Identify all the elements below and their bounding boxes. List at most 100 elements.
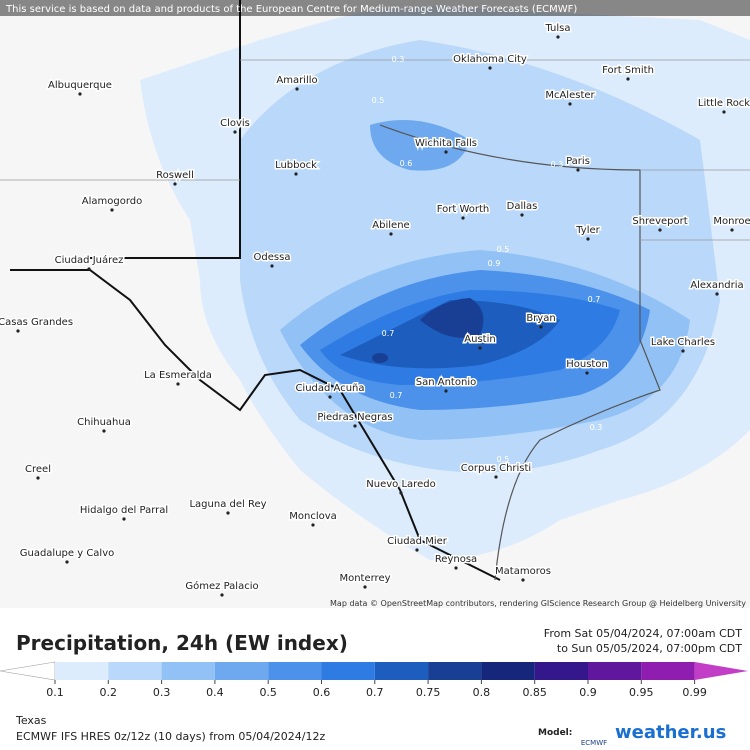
- city-label: San Antonio: [416, 377, 476, 388]
- city-label: Ciudad Juárez: [55, 254, 124, 266]
- colorbar-segment: [641, 662, 695, 680]
- contour-label: 0.5: [497, 455, 510, 464]
- colorbar-segment: [481, 662, 535, 680]
- city-dot: [626, 77, 630, 81]
- city-label: Tulsa: [544, 23, 570, 34]
- city-dot: [586, 237, 590, 241]
- city-label: Laguna del Rey: [189, 499, 266, 510]
- city-label: Dallas: [507, 201, 538, 212]
- contour-label: 0.7: [588, 295, 601, 304]
- city-dot: [444, 389, 448, 393]
- city-dot: [556, 35, 560, 39]
- tick-label: 0.2: [100, 686, 118, 699]
- city-label: Clovis: [220, 118, 250, 129]
- colorbar-segment: [534, 662, 588, 680]
- region: Texas: [15, 714, 47, 727]
- city-label: Monclova: [289, 511, 337, 522]
- contour-label: 0.3: [392, 55, 405, 64]
- city-label: Ciudad Acuña: [295, 383, 364, 394]
- city-dot: [415, 548, 419, 552]
- city-dot: [110, 208, 114, 212]
- city-label: Fort Smith: [602, 65, 654, 76]
- city-label: Fort Worth: [437, 204, 490, 215]
- contour-label: 0.6: [400, 159, 413, 168]
- colorbar-segment: [55, 662, 109, 680]
- contour-label: 0.9: [488, 259, 501, 268]
- city-dot: [730, 228, 734, 232]
- city-dot: [568, 102, 572, 106]
- city-dot: [294, 172, 298, 176]
- contour-label: 0.5: [372, 96, 385, 105]
- legend-title: Precipitation, 24h (EW index): [16, 631, 348, 655]
- city-dot: [363, 585, 367, 589]
- city-dot: [16, 329, 20, 333]
- city-label: Hidalgo del Parral: [80, 505, 168, 516]
- colorbar-segment: [321, 662, 375, 680]
- colorbar-segment: [268, 662, 322, 680]
- contour-label: 0.7: [382, 329, 395, 338]
- city-label: Albuquerque: [48, 80, 112, 91]
- city-label: Houston: [566, 359, 608, 370]
- notice-bar: [0, 0, 750, 16]
- city-label: Paris: [566, 156, 590, 167]
- city-label: La Esmeralda: [144, 370, 212, 381]
- city-label: Gómez Palacio: [185, 580, 258, 592]
- city-dot: [389, 232, 393, 236]
- brand: weather.us: [615, 722, 726, 743]
- city-label: Odessa: [254, 252, 291, 263]
- tick-label: 0.9: [579, 686, 597, 699]
- city-dot: [658, 228, 662, 232]
- city-label: Lubbock: [275, 160, 317, 171]
- city-dot: [715, 292, 719, 296]
- city-dot: [226, 511, 230, 515]
- contour-label: 0.5: [497, 245, 510, 254]
- tick-label: 0.6: [313, 686, 331, 699]
- city-label: Bryan: [526, 313, 555, 324]
- city-label: Chihuahua: [77, 417, 131, 428]
- precip-field: [140, 6, 750, 560]
- city-label: Matamoros: [495, 566, 551, 577]
- city-dot: [399, 491, 403, 495]
- city-dot: [520, 213, 524, 217]
- city-label: Reynosa: [435, 554, 477, 565]
- colorbar-arrow: [0, 661, 56, 681]
- city-label: Wichita Falls: [415, 138, 477, 149]
- city-dot: [102, 429, 106, 433]
- tick-label: 0.4: [206, 686, 224, 699]
- city-dot: [444, 150, 448, 154]
- tick-label: 0.99: [682, 686, 707, 699]
- city-label: Austin: [464, 334, 495, 345]
- city-dot: [353, 424, 357, 428]
- colorbar-segment: [588, 662, 642, 680]
- city-dot: [220, 593, 224, 597]
- time-to: to Sun 05/05/2024, 07:00pm CDT: [557, 642, 742, 655]
- notice: This service is based on data and produc…: [5, 4, 577, 15]
- city-label: Amarillo: [276, 75, 317, 86]
- city-dot: [539, 325, 543, 329]
- city-dot: [722, 110, 726, 114]
- colorbar-arrow: [694, 662, 748, 680]
- city-dot: [494, 475, 498, 479]
- colorbar: 0.1 0.2 0.3 0.4 0.5 0.6 0.7 0.75 0.8 0.85 0.9 0.95 0…: [0, 661, 748, 699]
- attribution: Map data © OpenStreetMap contributors, r…: [330, 599, 746, 608]
- time-from: From Sat 05/04/2024, 07:00am CDT: [544, 627, 742, 640]
- tick-label: 0.7: [366, 686, 384, 699]
- tick-label: 0.1: [46, 686, 64, 699]
- borders: [0, 0, 750, 581]
- contour-label: 0.3: [551, 160, 564, 169]
- contour-label-layer: 0.3 0.5 0.6 0.3 0.5 0.9 0.7 0.7 0.7 0.3 0.5: [372, 55, 603, 464]
- city-dot: [311, 523, 315, 527]
- model-name: ECMWF: [581, 739, 607, 747]
- city-dot: [233, 130, 237, 134]
- city-label: Monterrey: [339, 573, 390, 584]
- city-dot: [122, 517, 126, 521]
- city-dot: [328, 395, 332, 399]
- tick-label: 0.5: [259, 686, 277, 699]
- city-dot: [576, 168, 580, 172]
- tick-label: 0.3: [153, 686, 171, 699]
- tick-label: 0.85: [522, 686, 547, 699]
- city-dot: [65, 560, 69, 564]
- city-label: Nuevo Laredo: [366, 479, 435, 490]
- city-dot: [521, 578, 525, 582]
- city-label: Little Rock: [698, 98, 750, 109]
